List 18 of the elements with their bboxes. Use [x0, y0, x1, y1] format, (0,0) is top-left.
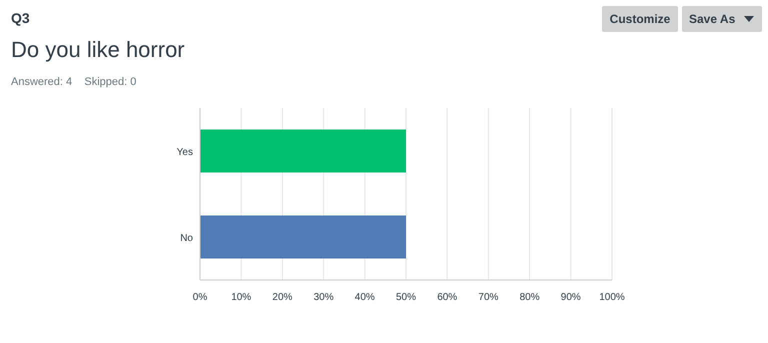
- x-tick-label: 60%: [437, 292, 458, 303]
- x-tick-label: 90%: [560, 292, 581, 303]
- x-tick-label: 80%: [520, 292, 540, 303]
- text: Save As: [689, 12, 736, 26]
- x-tick-label: 100%: [599, 292, 625, 303]
- y-tick-label: No: [180, 233, 194, 244]
- chart-title: Do you like horror: [11, 37, 185, 62]
- x-tick-label: 50%: [396, 292, 416, 303]
- text: Q3: [11, 10, 30, 26]
- x-tick-label: 0%: [192, 292, 208, 303]
- text: Customize: [610, 12, 671, 26]
- x-tick-label: 70%: [478, 292, 499, 303]
- x-tick-label: 30%: [314, 292, 334, 303]
- x-tick-label: 10%: [231, 292, 252, 303]
- y-tick-label: Yes: [176, 147, 193, 158]
- x-tick-label: 40%: [354, 292, 375, 303]
- x-tick-label: 20%: [272, 292, 293, 303]
- text: Answered: 4 Skipped: 0: [11, 76, 136, 88]
